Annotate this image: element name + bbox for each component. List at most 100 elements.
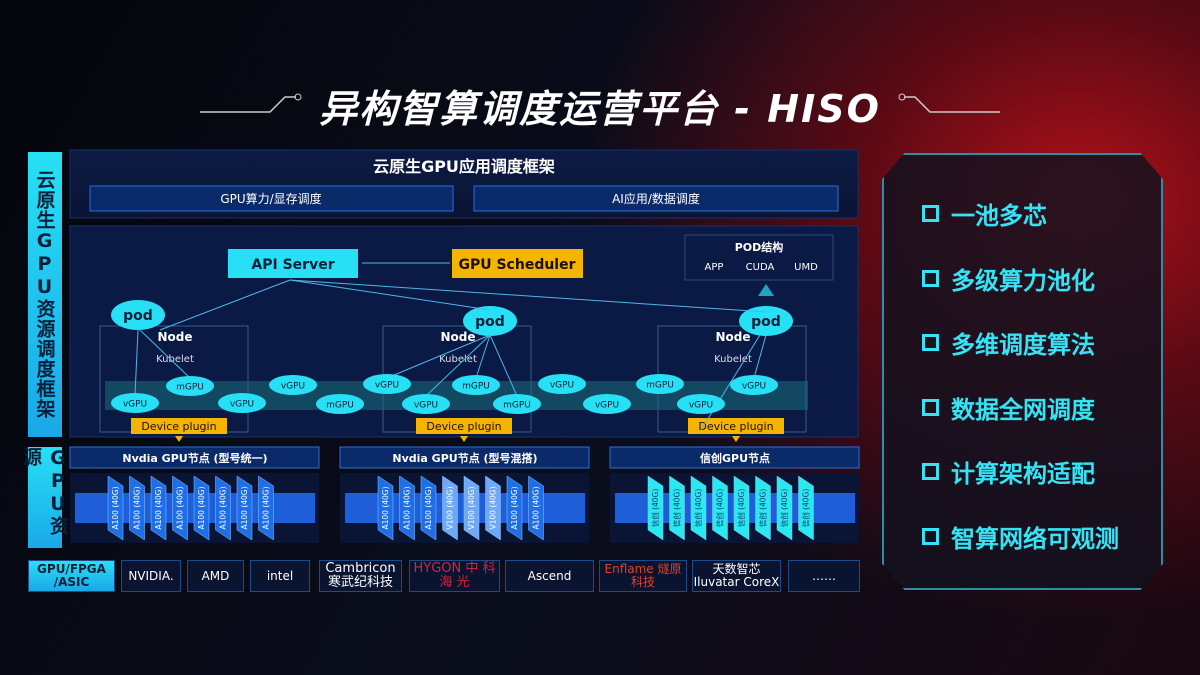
kubelet-label: Kubelet: [156, 354, 194, 365]
gpu-chip: [258, 475, 274, 541]
checkbox-square-icon: [922, 205, 939, 222]
vgpu-ellipse: [402, 394, 450, 414]
vgpu-label: vGPU: [230, 400, 254, 410]
vgpu-label: vGPU: [375, 381, 399, 391]
page-title: 异构智算调度运营平台 - HISO: [319, 87, 881, 131]
gpu-chip-label: A100 (40G): [262, 486, 271, 529]
gpu-chip: [463, 475, 480, 541]
gpu-chip: [669, 475, 685, 541]
vgpu-ellipse: [269, 375, 317, 395]
gpu-chip: [712, 475, 728, 541]
gpu-node-title: Nvdia GPU节点 (型号混搭): [392, 451, 537, 465]
pod-ellipse: [111, 300, 165, 330]
gpu-chip-label: V100 (40G): [446, 486, 455, 529]
vendor-logo: NVIDIA.: [121, 560, 181, 592]
arrow-up-icon: [758, 284, 774, 296]
vendor-row-label: GPU/FPGA /ASIC: [28, 560, 115, 592]
arrow-down-icon: [732, 436, 740, 442]
vendor-logo: Cambricon 寒武纪科技: [319, 560, 402, 592]
mgpu-label: mGPU: [646, 381, 674, 391]
vgpu-label: vGPU: [689, 401, 713, 411]
mgpu-ellipse: [452, 375, 500, 395]
gpu-chip-label: V100 (40G): [489, 486, 498, 529]
node-label: Node: [440, 330, 475, 344]
mgpu-ellipse: [493, 394, 541, 414]
gpu-chip-label: A100 (40G): [219, 486, 228, 529]
gpu-chip-label: 信创 (40G): [736, 489, 746, 528]
gpu-chip: [172, 475, 188, 541]
gpu-chip-label: A100 (40G): [133, 486, 142, 529]
gpu-chip-label: A100 (40G): [154, 486, 163, 529]
checkbox-square-icon: [922, 334, 939, 351]
gpu-chip-label: 信创 (40G): [715, 489, 725, 528]
ai-scheduling-label: AI应用/数据调度: [612, 191, 700, 206]
gpu-chip-label: A100 (40G): [403, 486, 412, 529]
pod-structure-title: POD结构: [735, 240, 784, 254]
feature-item: 智算网络可观测: [922, 519, 1119, 554]
mgpu-label: mGPU: [176, 383, 204, 393]
kubelet-label: Kubelet: [439, 354, 477, 365]
pod-structure-box: [684, 234, 834, 281]
gpu-scheduling-label: GPU算力/显存调度: [220, 191, 321, 206]
pod-ellipse: [739, 306, 793, 336]
pod-label: pod: [123, 308, 153, 324]
gpu-chip: [215, 475, 231, 541]
gpu-chip-label: V100 (40G): [467, 486, 476, 529]
vgpu-label: vGPU: [123, 400, 147, 410]
vendor-logo: HYGON 中 科 海 光: [409, 560, 500, 592]
feature-item: 多维调度算法: [922, 325, 1095, 360]
gpu-chip-label: A100 (40G): [240, 486, 249, 529]
kubelet-label: Kubelet: [714, 354, 752, 365]
gpu-chip: [485, 475, 501, 541]
vgpu-ellipse: [111, 393, 159, 413]
mgpu-label: mGPU: [503, 401, 531, 411]
gpu-chip: [236, 475, 253, 541]
gpu-chip: [755, 475, 771, 541]
gpu-chip-label: 信创 (40G): [672, 489, 682, 528]
gpu-chip: [690, 475, 707, 541]
gpu-chip: [420, 475, 437, 541]
vgpu-label: vGPU: [550, 381, 574, 391]
vendor-logo: 天数智芯 Iluvatar CoreX: [692, 560, 781, 592]
gpu-chip: [798, 475, 814, 541]
mgpu-ellipse: [166, 376, 214, 396]
checkbox-square-icon: [922, 269, 939, 287]
vgpu-ellipse: [677, 394, 725, 414]
device-plugin-label: Device plugin: [141, 420, 216, 433]
vendor-logo: AMD: [187, 560, 244, 592]
gpu-chip-label: A100 (40G): [111, 486, 120, 529]
feature-item: 计算架构适配: [922, 454, 1095, 489]
gpu-chip-label: 信创 (40G): [693, 489, 703, 528]
checkbox-square-icon: [922, 463, 939, 480]
gpu-chip-label: A100 (40G): [532, 486, 541, 529]
gpu-chip: [129, 475, 145, 541]
gpu-chip-label: 信创 (40G): [779, 489, 789, 528]
feature-item: 一池多芯: [922, 196, 1047, 231]
vendor-logo: Enflame 燧原科技: [599, 560, 687, 592]
gpu-chip: [506, 475, 523, 541]
mgpu-label: mGPU: [462, 382, 490, 392]
pod-structure-app: APP: [705, 262, 724, 273]
vendor-logo: Ascend: [505, 560, 594, 592]
gpu-chip: [107, 475, 124, 541]
arrow-down-icon: [460, 436, 468, 442]
gpu-chip: [776, 475, 793, 541]
vgpu-label: vGPU: [742, 382, 766, 392]
device-plugin-box: [131, 418, 227, 434]
checkbox-square-icon: [922, 527, 939, 545]
vgpu-label: vGPU: [281, 382, 305, 392]
gpu-node-title: Nvdia GPU节点 (型号统一): [122, 451, 267, 465]
pod-structure-cuda: CUDA: [746, 262, 775, 273]
ai-scheduling-box: [473, 185, 839, 212]
gpu-node-header: [69, 446, 320, 469]
gpu-node-title: 信创GPU节点: [700, 451, 770, 465]
mgpu-ellipse: [636, 374, 684, 394]
vgpu-label: vGPU: [414, 401, 438, 411]
feature-label: 一池多芯: [951, 202, 1047, 230]
gpu-chip-label: 信创 (40G): [650, 489, 660, 528]
device-plugin-label: Device plugin: [698, 420, 773, 433]
mgpu-label: mGPU: [326, 401, 354, 411]
gpu-chip-label: A100 (40G): [176, 486, 185, 529]
